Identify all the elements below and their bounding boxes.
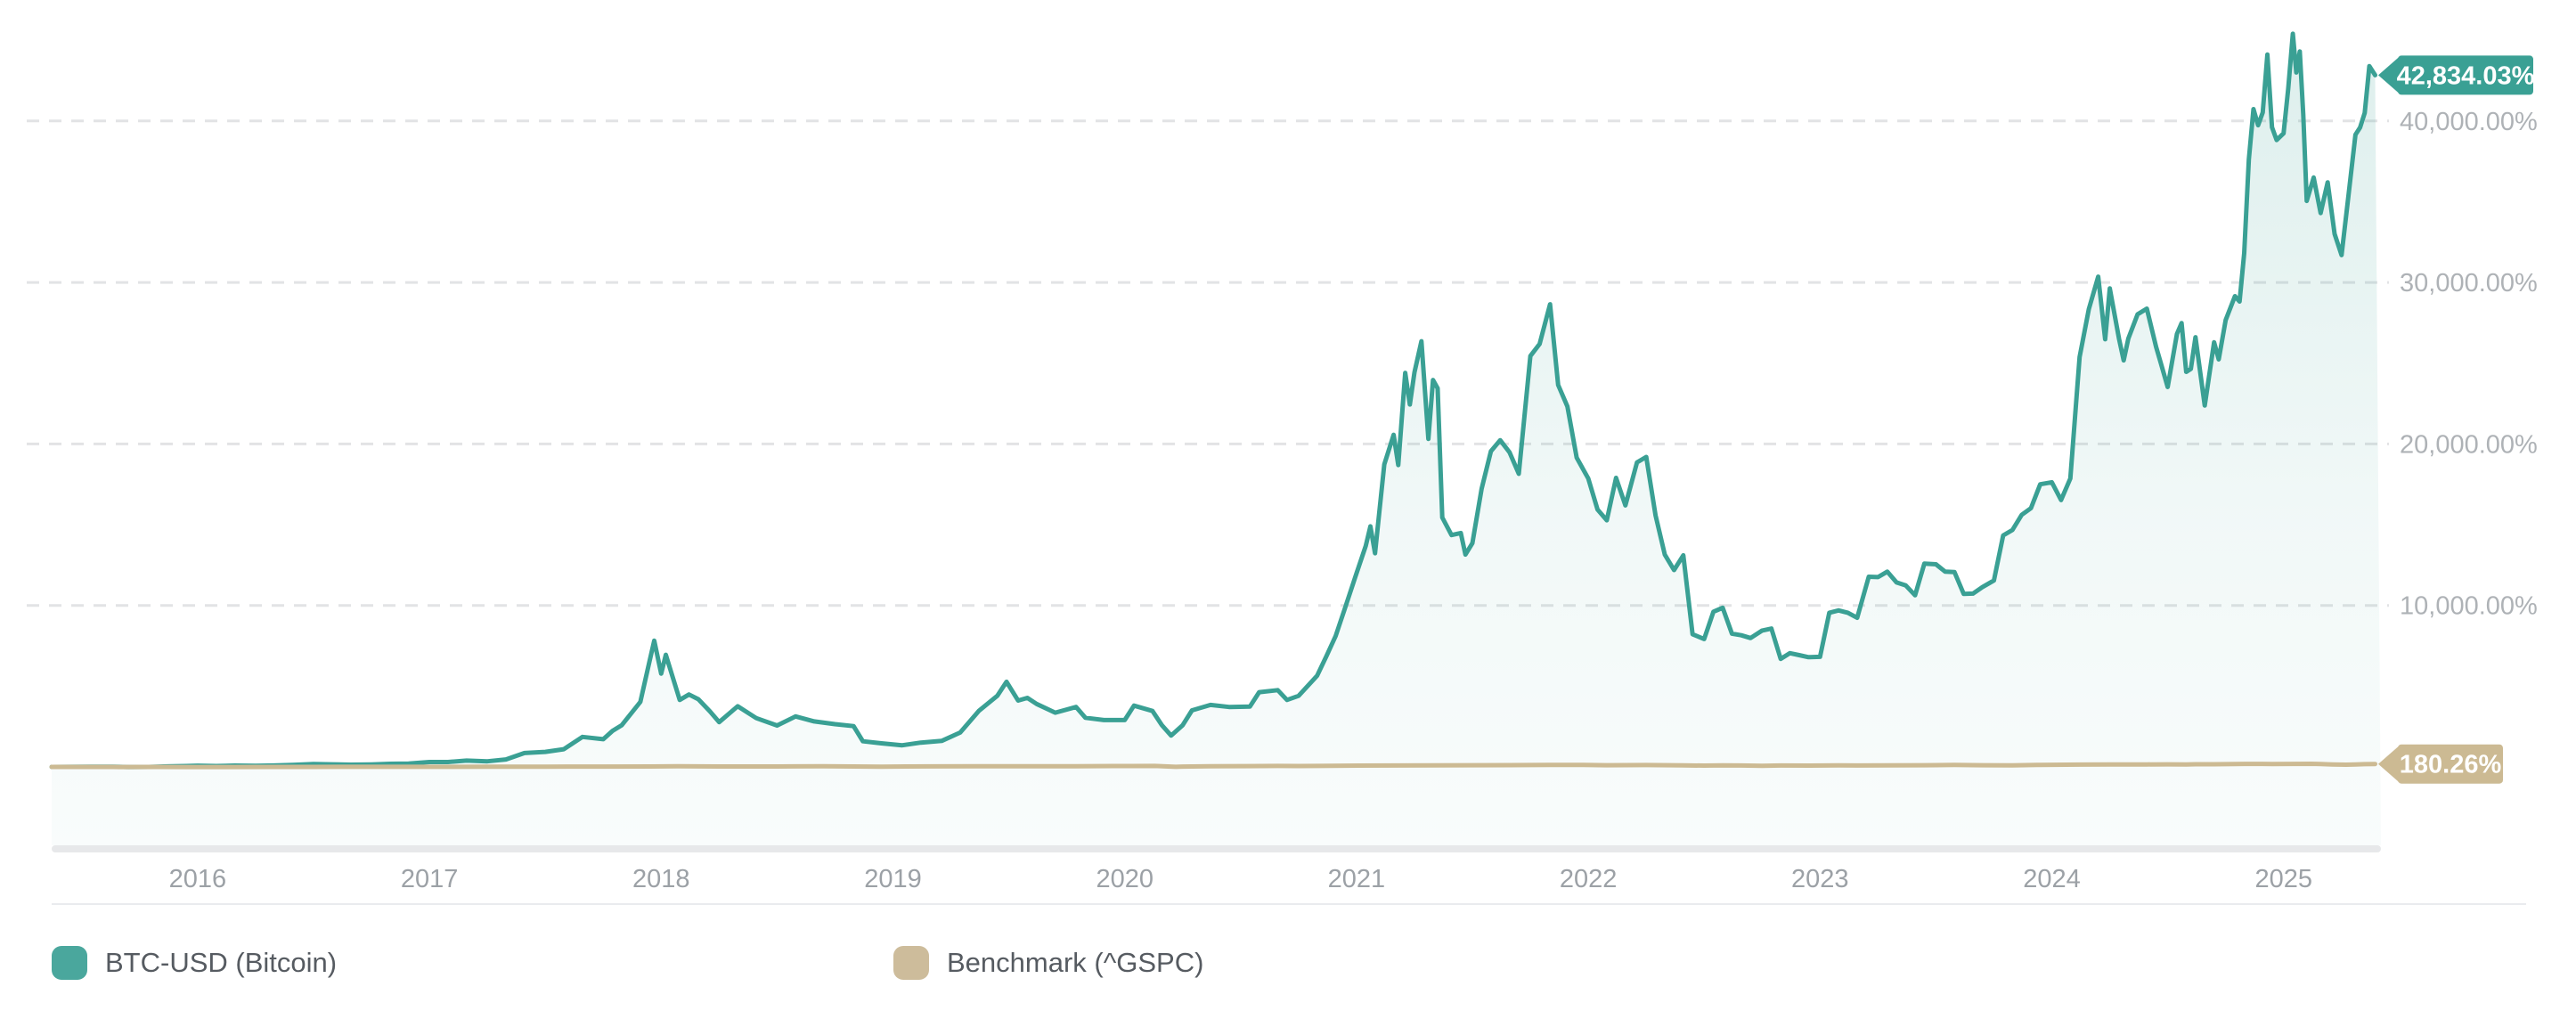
- benchmark-end-value-badge: [2398, 744, 2503, 784]
- btc-series-swatch: [52, 946, 87, 980]
- x-axis-tick-label: 2017: [401, 865, 459, 893]
- chart-legend: BTC-USD (Bitcoin) Benchmark (^GSPC): [0, 942, 2576, 987]
- x-axis-tick-label: 2018: [632, 865, 690, 893]
- btc-end-value-badge-value: 42,834.03%: [2397, 61, 2535, 90]
- benchmark-line: [49, 762, 2377, 770]
- benchmark-end-value-badge-value: 180.26%: [2400, 751, 2502, 779]
- benchmark-series-swatch: [893, 946, 929, 980]
- benchmark-series-label: Benchmark (^GSPC): [947, 947, 1204, 978]
- x-axis-bar: [52, 845, 2381, 852]
- x-axis-tick-label: 2019: [864, 865, 922, 893]
- x-axis-tick-label: 2022: [1560, 865, 1618, 893]
- y-axis-tick-label: 30,000.00%: [2400, 269, 2538, 298]
- x-axis-tick-label: 2023: [1791, 865, 1849, 893]
- btc-series-label: BTC-USD (Bitcoin): [105, 947, 338, 978]
- y-axis-tick-label: 20,000.00%: [2400, 430, 2538, 459]
- x-axis-tick-label: 2021: [1328, 865, 1386, 893]
- legend-divider: [52, 903, 2526, 905]
- benchmark-end-value-badge-arrow: [2378, 745, 2400, 783]
- x-axis-tick-label: 2016: [169, 865, 227, 893]
- x-axis-tick-label: 2025: [2254, 865, 2312, 893]
- y-axis-tick-label: 40,000.00%: [2400, 108, 2538, 136]
- btc-area-fill: [52, 33, 2381, 845]
- legend-item-btc[interactable]: BTC-USD (Bitcoin): [52, 942, 337, 983]
- legend-item-benchmark[interactable]: Benchmark (^GSPC): [893, 942, 1203, 983]
- x-axis-tick-label: 2024: [2023, 865, 2081, 893]
- btc-end-value-badge: [2398, 55, 2533, 95]
- x-axis-tick-label: 2020: [1096, 865, 1153, 893]
- btc-end-value-badge-arrow: [2378, 56, 2400, 94]
- btc-line: [49, 31, 2377, 770]
- y-axis-tick-label: 10,000.00%: [2400, 592, 2538, 621]
